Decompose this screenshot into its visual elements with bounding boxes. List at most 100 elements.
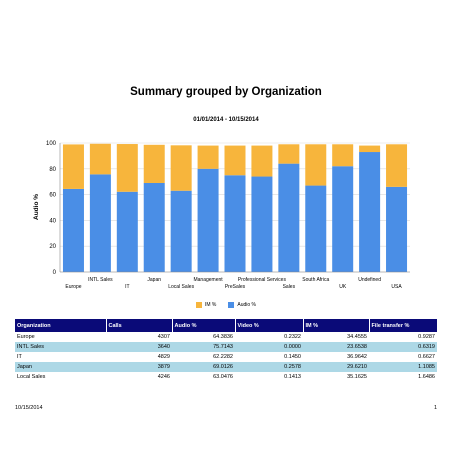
bar-audio-presales (224, 175, 246, 272)
cell-video: 0.2578 (235, 362, 303, 372)
bar-im-sales (278, 144, 300, 164)
bar-audio-europe (62, 188, 84, 272)
cell-video: 0.1450 (284, 354, 301, 360)
col-header-calls[interactable]: Calls (105, 319, 172, 332)
bar-audio-management (197, 168, 219, 272)
bar-im-south-africa (305, 144, 327, 186)
bar-audio-it (116, 191, 138, 272)
legend-label-im: IM % (204, 302, 217, 308)
x-tick-label: Undefined (358, 277, 381, 283)
legend-swatch-audio (228, 302, 235, 308)
bar-im-professional-services (251, 145, 273, 177)
bar-im-it (116, 144, 138, 192)
cell-organization: IT (17, 354, 22, 360)
x-tick-label: IT (125, 284, 129, 290)
cell-file-transfer: 0.6627 (418, 354, 435, 360)
cell-organization: Europe (17, 334, 35, 340)
cell-audio: 69.0126 (172, 362, 235, 372)
table-row: IT 4829 62.2282 0.1450 36.9642 0.6627 (15, 352, 437, 362)
y-tick-label: 40 (49, 218, 56, 224)
legend-swatch-im (195, 302, 202, 308)
report-title: Summary grouped by Organization (130, 86, 322, 98)
cell-im: 34.4555 (347, 334, 367, 340)
y-axis-label: Audio % (33, 194, 40, 220)
bar-audio-japan (143, 182, 165, 272)
bar-im-undefined (359, 145, 381, 153)
x-tick-label: Professional Services (238, 277, 287, 283)
bar-audio-usa (386, 186, 408, 272)
x-tick-label: Europe (65, 284, 81, 290)
bar-im-management (197, 145, 219, 169)
table-row: Local Sales 4246 63.0476 0.1413 35.1625 … (15, 372, 437, 382)
cell-im: 36.9642 (347, 354, 367, 360)
col-header-file-transfer[interactable]: File transfer % (368, 319, 437, 332)
legend-item-im: IM % (195, 302, 217, 308)
cell-calls: 4307 (157, 334, 170, 340)
table-header-row: Organization Calls Audio % Video % IM % … (15, 319, 437, 332)
legend-label-audio: Audio % (237, 302, 256, 308)
x-tick-label: INTL Sales (88, 277, 113, 283)
cell-audio: 64.3836 (213, 334, 233, 340)
cell-organization: Local Sales (17, 374, 46, 380)
y-tick-label: 60 (49, 193, 56, 199)
table-row: Europe 4307 64.3836 0.2322 34.4555 0.928… (15, 332, 437, 342)
col-header-audio[interactable]: Audio % (171, 319, 235, 332)
cell-file-transfer: 1.6486 (418, 374, 435, 380)
chart-tick-labels: 0 20 40 60 80 100 Europe INTL Sales IT Japan Local… (46, 141, 402, 290)
x-tick-label: USA (391, 284, 402, 290)
bar-audio-professional-services (251, 176, 273, 272)
cell-organization: INTL Sales (15, 342, 106, 352)
x-tick-label: South Africa (302, 277, 329, 283)
col-header-im[interactable]: IM % (302, 319, 369, 332)
cell-organization: Japan (15, 362, 106, 372)
cell-im: 29.6210 (303, 362, 369, 372)
cell-calls: 4829 (157, 354, 170, 360)
x-tick-label: Management (193, 277, 223, 283)
footer-page-number: 1 (433, 405, 437, 411)
bar-audio-local-sales (170, 190, 192, 272)
col-header-video[interactable]: Video % (234, 319, 303, 332)
cell-video: 0.0000 (235, 342, 303, 352)
summary-table: Organization Calls Audio % Video % IM % … (15, 319, 437, 382)
footer-date: 10/15/2014 (15, 405, 43, 411)
table-row: INTL Sales 3640 75.7143 0.0000 23.6538 0… (15, 342, 437, 352)
cell-audio: 75.7143 (172, 342, 235, 352)
x-tick-label: Local Sales (168, 284, 194, 290)
x-tick-label: PreSales (225, 284, 246, 290)
cell-calls: 3879 (106, 362, 172, 372)
cell-video: 0.1413 (284, 374, 301, 380)
cell-video: 0.2322 (284, 334, 301, 340)
y-tick-label: 0 (53, 270, 57, 276)
x-tick-label: Japan (147, 277, 161, 283)
bar-audio-intl-sales (89, 174, 111, 272)
cell-audio: 62.2282 (213, 354, 233, 360)
bar-im-usa (386, 144, 408, 187)
cell-im: 35.1625 (347, 374, 367, 380)
bar-im-europe (62, 144, 84, 189)
cell-im: 23.6538 (303, 342, 369, 352)
y-tick-label: 100 (46, 141, 57, 147)
bar-im-japan (143, 144, 165, 183)
bar-im-uk (332, 144, 354, 167)
x-tick-label: Sales (283, 284, 296, 290)
bar-audio-sales (278, 163, 300, 272)
y-tick-label: 80 (49, 167, 56, 173)
col-header-organization[interactable]: Organization (15, 319, 106, 332)
cell-file-transfer: 1.1085 (369, 362, 437, 372)
bar-audio-uk (332, 166, 354, 272)
chart-legend: IM % Audio % (0, 302, 452, 308)
bar-im-presales (224, 145, 246, 176)
x-tick-label: UK (339, 284, 347, 290)
report-date-range: 01/01/2014 - 10/15/2014 (193, 117, 259, 123)
legend-item-audio: Audio % (228, 302, 256, 308)
bar-im-local-sales (170, 145, 192, 191)
cell-file-transfer: 0.9287 (418, 334, 435, 340)
bar-audio-south-africa (305, 185, 327, 272)
y-tick-label: 20 (49, 244, 56, 250)
cell-file-transfer: 0.6319 (369, 342, 437, 352)
cell-calls: 4246 (157, 374, 170, 380)
cell-audio: 63.0476 (213, 374, 233, 380)
bar-im-intl-sales (89, 143, 111, 175)
cell-calls: 3640 (106, 342, 172, 352)
